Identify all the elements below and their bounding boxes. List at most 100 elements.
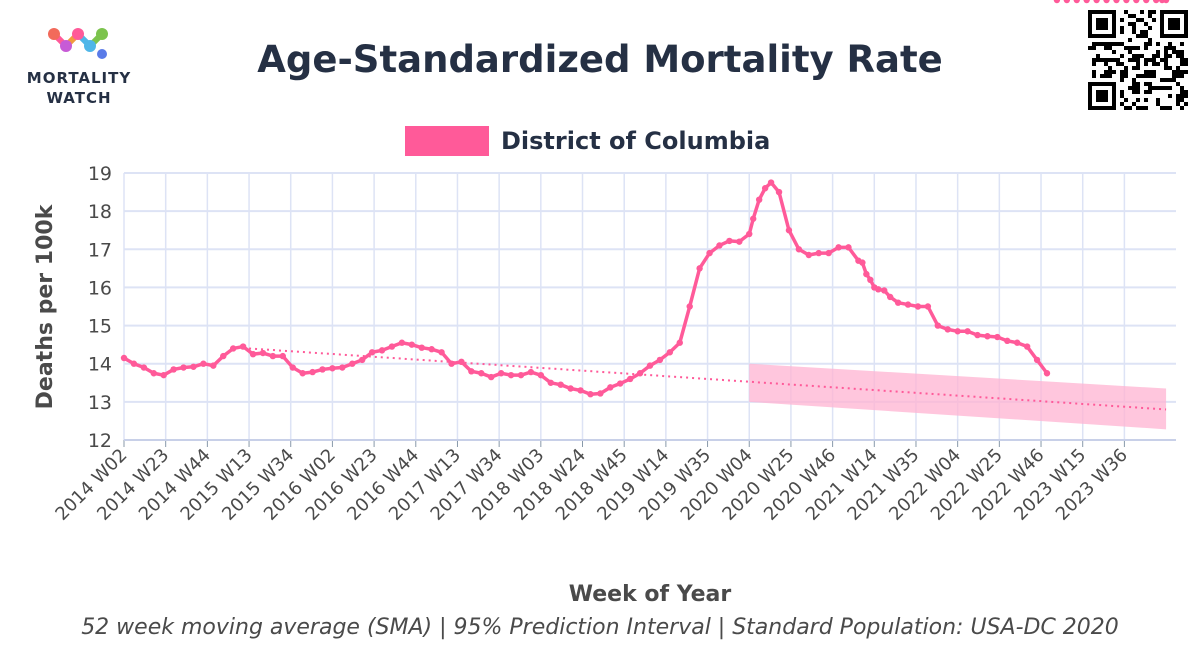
data-point — [805, 251, 812, 259]
data-point — [229, 345, 237, 352]
data-point — [210, 362, 217, 369]
data-point — [398, 339, 406, 346]
data-point — [597, 390, 604, 397]
data-point — [349, 360, 356, 367]
qr-code-icon — [1088, 10, 1188, 110]
data-point — [815, 249, 822, 257]
data-point — [319, 366, 326, 373]
data-point — [845, 244, 852, 251]
mortality-watch-logo: MORTALITY WATCH — [14, 14, 144, 114]
data-point — [478, 370, 485, 377]
data-point — [1043, 370, 1051, 377]
data-point — [1143, 0, 1150, 4]
data-point — [767, 179, 775, 186]
data-point — [200, 360, 207, 367]
data-point — [567, 385, 574, 392]
data-point — [488, 373, 495, 381]
data-point — [1113, 0, 1120, 4]
data-point — [1133, 0, 1140, 4]
legend-swatch — [405, 126, 489, 156]
data-point — [408, 341, 416, 348]
data-point — [716, 242, 723, 249]
y-tick-label: 13 — [88, 392, 112, 414]
data-point — [755, 196, 763, 203]
data-point — [934, 322, 942, 329]
data-point — [686, 303, 693, 310]
chart-title: Age-Standardized Mortality Rate — [257, 38, 943, 81]
data-point — [984, 333, 991, 340]
data-point — [329, 365, 336, 372]
data-point — [517, 371, 525, 379]
data-point — [1033, 356, 1041, 364]
data-point — [368, 349, 376, 356]
data-point — [150, 370, 157, 377]
data-point — [696, 265, 703, 272]
logo-text-line1: MORTALITY — [26, 69, 132, 87]
data-point — [418, 344, 425, 351]
data-point — [269, 352, 277, 360]
y-tick-label: 19 — [88, 163, 112, 185]
data-point — [656, 356, 664, 364]
data-point — [894, 299, 902, 306]
data-point — [299, 370, 306, 377]
data-point — [750, 215, 757, 222]
data-point — [1103, 0, 1110, 4]
data-point — [1073, 0, 1080, 4]
data-point — [1162, 0, 1170, 4]
data-point — [1123, 0, 1130, 4]
data-point — [914, 303, 922, 310]
data-point — [220, 352, 227, 360]
data-point — [736, 238, 743, 245]
data-point — [646, 362, 654, 369]
data-point — [746, 230, 753, 238]
data-point — [249, 350, 257, 358]
data-point — [458, 358, 465, 366]
data-point — [279, 352, 286, 360]
data-point — [617, 380, 624, 387]
y-tick-label: 15 — [88, 316, 112, 338]
data-point — [1053, 0, 1061, 4]
data-point — [190, 363, 197, 370]
data-point — [1152, 0, 1160, 4]
data-point — [775, 188, 783, 196]
data-point — [974, 331, 981, 339]
data-point — [636, 370, 644, 377]
data-point — [964, 328, 971, 335]
data-point — [547, 379, 554, 386]
data-point — [881, 287, 888, 294]
data-point — [904, 301, 912, 308]
data-point — [835, 244, 842, 251]
data-point — [448, 360, 455, 367]
data-point — [924, 303, 932, 310]
data-point — [170, 366, 177, 373]
y-tick-label: 12 — [88, 430, 112, 452]
logo-molecule-icon — [48, 28, 108, 59]
data-point — [577, 387, 584, 394]
y-axis-title: Deaths per 100k — [33, 203, 58, 409]
data-point — [676, 339, 683, 346]
data-point — [706, 249, 713, 257]
data-point — [339, 364, 346, 371]
y-tick-label: 14 — [88, 354, 112, 376]
prediction-interval-band — [749, 363, 1167, 430]
data-point — [875, 286, 882, 293]
data-point — [726, 237, 733, 245]
data-point — [626, 375, 634, 383]
footer-caption: 52 week moving average (SMA) | 95% Predi… — [81, 615, 1119, 640]
legend[interactable]: District of Columbia — [405, 124, 770, 158]
data-point — [120, 354, 128, 362]
data-point — [1093, 0, 1100, 4]
data-point — [289, 364, 296, 371]
data-point — [785, 227, 793, 234]
data-point — [388, 343, 396, 350]
data-point — [468, 368, 475, 375]
data-point — [994, 333, 1001, 341]
data-point — [557, 381, 564, 388]
data-point — [497, 370, 505, 377]
logo-text-line2: WATCH — [46, 89, 112, 107]
legend-label: District of Columbia — [501, 127, 771, 155]
data-point — [1083, 0, 1090, 4]
data-point — [1023, 343, 1031, 350]
data-point — [507, 371, 515, 379]
